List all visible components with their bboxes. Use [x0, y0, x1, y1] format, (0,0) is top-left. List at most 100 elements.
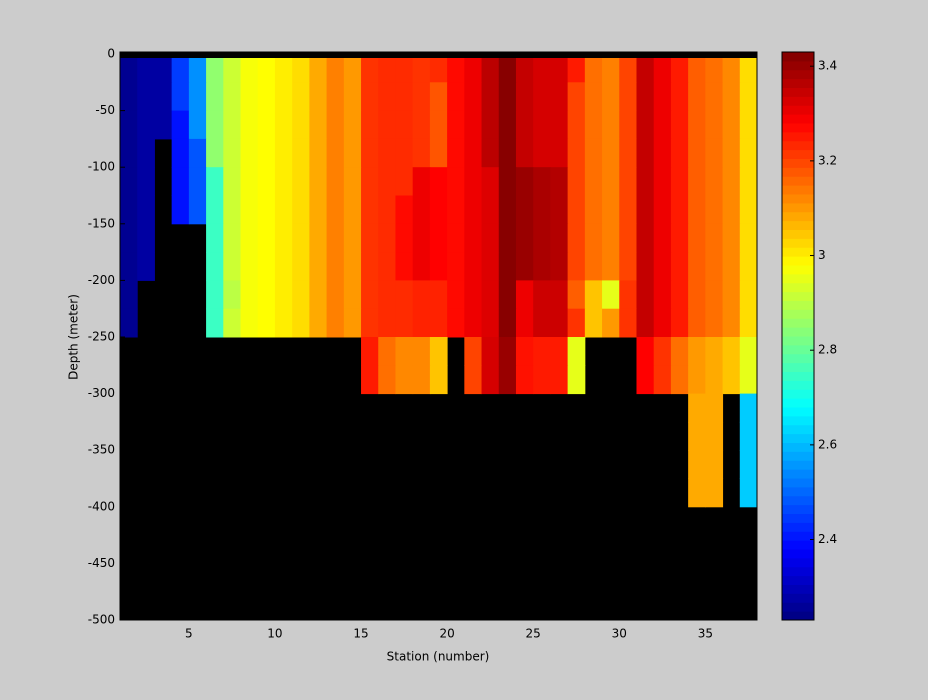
colorbar-swatch [782, 176, 814, 186]
cell [464, 54, 483, 83]
cell [602, 110, 620, 140]
cell [240, 82, 259, 112]
cell [567, 195, 586, 225]
colorbar-swatch [782, 114, 814, 124]
cell [688, 138, 706, 168]
cell [206, 110, 224, 140]
colorbar-swatch [782, 291, 814, 301]
x-tick-label: 20 [439, 627, 454, 641]
cell [550, 223, 569, 253]
cell [464, 308, 483, 338]
cell [429, 110, 448, 140]
cell [120, 54, 138, 83]
cell [481, 280, 500, 310]
cell [481, 308, 500, 338]
cell [257, 252, 276, 281]
cell [343, 54, 362, 83]
cell [533, 82, 551, 112]
cell [464, 110, 483, 140]
cell [550, 167, 569, 196]
cell [515, 167, 534, 196]
cell [188, 110, 207, 140]
cell [137, 195, 155, 225]
colorbar-swatch [782, 60, 814, 71]
cell [705, 195, 724, 225]
colorbar-swatch [782, 211, 814, 222]
cell [670, 252, 689, 281]
cell [137, 54, 155, 83]
cell [395, 252, 414, 281]
x-tick-label: 15 [353, 627, 368, 641]
cell [550, 308, 569, 338]
cell [361, 167, 379, 196]
colorbar-swatch [782, 158, 814, 168]
cell [705, 337, 724, 366]
cell [515, 223, 534, 253]
cell [636, 54, 655, 83]
cell [739, 365, 758, 395]
cell [361, 82, 379, 112]
cell [636, 110, 655, 140]
cell [584, 223, 603, 253]
cell [464, 82, 483, 112]
cell [343, 195, 362, 225]
cell [533, 365, 551, 395]
cell [670, 195, 689, 225]
cell [498, 337, 517, 366]
cell [309, 167, 328, 196]
colorbar-swatch [782, 344, 814, 355]
cell [584, 252, 603, 281]
cell [688, 393, 706, 423]
cell [447, 195, 465, 225]
cell [636, 252, 655, 281]
cell [223, 223, 242, 253]
y-tick-label: -250 [88, 330, 115, 344]
colorbar-swatch [782, 238, 814, 248]
y-tick-label: 0 [107, 47, 115, 61]
cell [619, 167, 637, 196]
cell [429, 82, 448, 112]
cell [602, 280, 620, 310]
cell [137, 252, 155, 281]
cell [412, 252, 431, 281]
y-tick-label: -450 [88, 556, 115, 570]
cell [292, 252, 310, 281]
cell [722, 82, 741, 112]
y-tick-label: -100 [88, 160, 115, 174]
cell [481, 110, 500, 140]
cell [206, 308, 224, 338]
colorbar-swatch [782, 495, 814, 506]
top-band [120, 52, 757, 58]
cell [120, 82, 138, 112]
cell [206, 195, 224, 225]
cell [705, 82, 724, 112]
cell [688, 252, 706, 281]
cell [550, 82, 569, 112]
cell [154, 110, 173, 140]
cell [550, 280, 569, 310]
cell [619, 138, 637, 168]
cell [137, 167, 155, 196]
cell [171, 110, 190, 140]
cell [722, 252, 741, 281]
cell [722, 110, 741, 140]
cell [739, 138, 758, 168]
cell [688, 54, 706, 83]
cell [240, 167, 259, 196]
cell [171, 195, 190, 225]
cell [705, 450, 724, 479]
cell [653, 167, 672, 196]
cell [653, 54, 672, 83]
cell [739, 223, 758, 253]
cell [120, 138, 138, 168]
cell [739, 110, 758, 140]
cell [705, 252, 724, 281]
x-axis-label: Station (number) [387, 650, 490, 664]
cell [705, 393, 724, 423]
cell [722, 195, 741, 225]
cell [274, 110, 293, 140]
colorbar-swatch [782, 602, 814, 612]
cell [378, 138, 396, 168]
cell [378, 195, 396, 225]
cell [361, 252, 379, 281]
